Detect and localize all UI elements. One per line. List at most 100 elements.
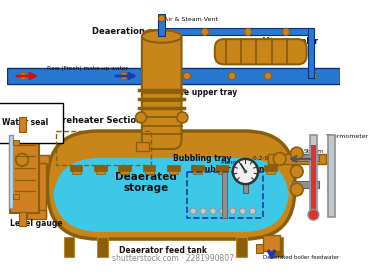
Bar [70, 165, 83, 171]
Circle shape [233, 159, 258, 184]
Circle shape [220, 208, 226, 214]
Text: Deaeration column: Deaeration column [92, 27, 182, 36]
Circle shape [16, 153, 28, 166]
Bar [72, 171, 81, 174]
Bar [216, 165, 228, 171]
Bar [268, 153, 326, 164]
Bar [240, 165, 253, 171]
Text: Raw (Fresh) make-up water: Raw (Fresh) make-up water [47, 66, 128, 71]
Bar [18, 118, 26, 132]
Bar [169, 171, 178, 174]
Bar [158, 14, 165, 36]
Bar [193, 171, 202, 174]
Text: Bubbling tray: Bubbling tray [174, 153, 232, 162]
Text: Scrubber section: Scrubber section [191, 165, 265, 174]
Text: Steam: Steam [304, 149, 324, 154]
Circle shape [120, 73, 128, 80]
Bar [27, 210, 46, 219]
Bar [242, 171, 251, 174]
Circle shape [235, 161, 256, 182]
Text: 0,2-0,3 bar: 0,2-0,3 bar [253, 155, 285, 160]
Text: Level gauge: Level gauge [10, 219, 62, 228]
Bar [328, 136, 334, 216]
Bar [18, 212, 26, 226]
Ellipse shape [142, 30, 182, 43]
Text: Vapor cooler: Vapor cooler [263, 37, 319, 46]
Bar [307, 28, 314, 78]
Bar [310, 136, 317, 216]
FancyBboxPatch shape [215, 39, 307, 64]
Bar [187, 172, 263, 218]
Text: Preheater Section: Preheater Section [56, 116, 142, 125]
Bar [191, 165, 204, 171]
Circle shape [177, 112, 188, 123]
Bar [137, 142, 149, 151]
Bar [56, 131, 151, 165]
Bar [143, 165, 155, 171]
Circle shape [290, 183, 303, 196]
Circle shape [210, 208, 216, 214]
Circle shape [243, 170, 247, 173]
Text: 102-104 °C: 102-104 °C [329, 160, 333, 195]
Bar [236, 237, 247, 257]
Circle shape [273, 153, 286, 165]
FancyBboxPatch shape [142, 30, 182, 149]
Circle shape [190, 208, 196, 214]
Circle shape [249, 208, 256, 214]
Circle shape [309, 73, 317, 80]
Bar [292, 153, 319, 161]
Bar [266, 171, 275, 174]
FancyBboxPatch shape [47, 131, 295, 239]
Circle shape [158, 15, 165, 22]
Circle shape [230, 208, 236, 214]
Circle shape [200, 208, 206, 214]
Text: Water seal: Water seal [2, 118, 48, 127]
Text: Thermometer: Thermometer [326, 134, 369, 139]
Bar [222, 172, 228, 218]
Bar [118, 165, 131, 171]
Bar [218, 171, 226, 174]
Circle shape [245, 28, 252, 36]
Circle shape [19, 73, 27, 80]
Bar [250, 28, 313, 35]
Circle shape [308, 209, 319, 220]
Bar [120, 171, 129, 174]
Bar [37, 162, 46, 216]
Bar [96, 171, 105, 174]
Text: Deaerated
storage: Deaerated storage [115, 172, 177, 193]
Bar [256, 244, 263, 253]
Bar [311, 144, 316, 212]
Bar [13, 140, 19, 145]
Circle shape [201, 28, 209, 36]
Text: Air & Steam Vent: Air & Steam Vent [164, 17, 218, 22]
Bar [263, 235, 280, 251]
Circle shape [135, 112, 147, 123]
Circle shape [290, 165, 303, 178]
Circle shape [183, 73, 191, 80]
Text: shutterstock.com · 2281990807: shutterstock.com · 2281990807 [112, 254, 235, 263]
Text: Deaerated boiler feedwater: Deaerated boiler feedwater [263, 255, 340, 260]
Text: Manometer: Manometer [220, 160, 254, 165]
Bar [272, 237, 283, 257]
Circle shape [264, 73, 272, 80]
Text: The upper tray: The upper tray [174, 88, 238, 97]
Circle shape [240, 208, 246, 214]
Circle shape [282, 28, 290, 36]
Bar [167, 165, 180, 171]
Bar [9, 136, 13, 207]
Circle shape [228, 73, 236, 80]
Bar [264, 165, 277, 171]
Text: Deaerator feed tank: Deaerator feed tank [120, 246, 207, 255]
Bar [97, 237, 108, 257]
Bar [7, 68, 340, 84]
Bar [292, 181, 319, 188]
Bar [22, 155, 49, 164]
Bar [243, 184, 248, 193]
FancyBboxPatch shape [10, 130, 39, 213]
Bar [162, 28, 252, 35]
Bar [145, 171, 154, 174]
Bar [13, 194, 19, 199]
Bar [94, 165, 107, 171]
Circle shape [290, 147, 303, 160]
FancyBboxPatch shape [53, 158, 290, 232]
